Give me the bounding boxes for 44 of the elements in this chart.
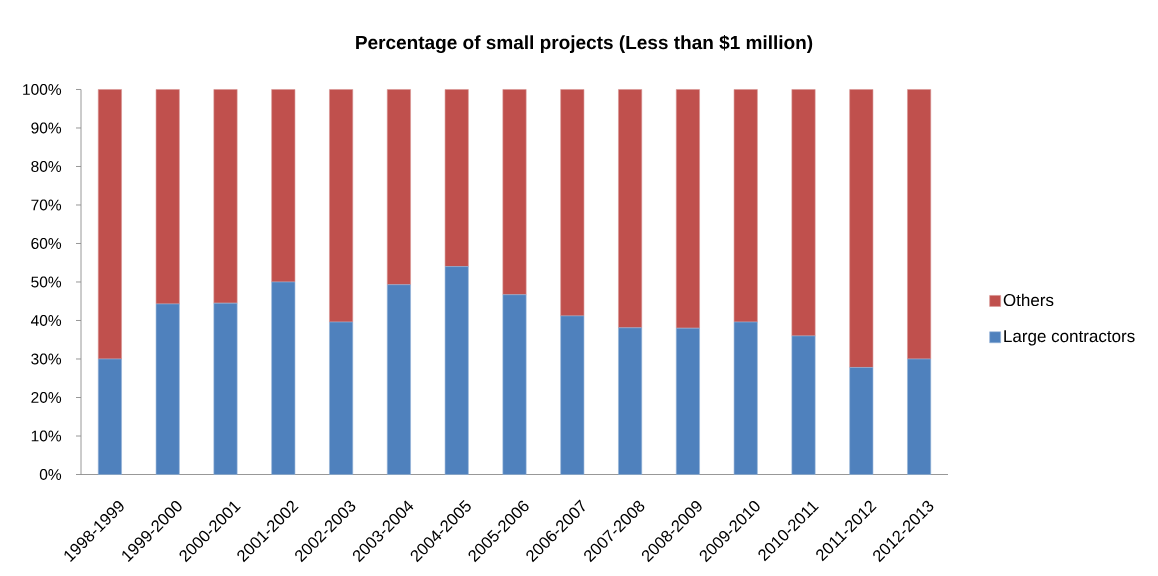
y-tick-label: 80% bbox=[31, 161, 62, 172]
bar bbox=[849, 89, 874, 368]
bar bbox=[329, 89, 354, 323]
bar bbox=[791, 89, 816, 337]
bar bbox=[907, 358, 932, 475]
bar bbox=[618, 327, 643, 475]
legend-label: Large contractors bbox=[1004, 330, 1135, 346]
y-tick-label: 40% bbox=[30, 315, 62, 326]
bar bbox=[155, 303, 180, 475]
bar bbox=[675, 327, 700, 475]
bar bbox=[386, 284, 411, 475]
bar bbox=[733, 321, 758, 475]
bar bbox=[97, 89, 122, 360]
bar bbox=[155, 89, 180, 305]
bar bbox=[502, 294, 527, 475]
bar bbox=[213, 89, 238, 304]
bar bbox=[791, 335, 816, 475]
y-tick-label: 50% bbox=[31, 276, 62, 288]
bar bbox=[733, 89, 758, 323]
bar bbox=[502, 89, 527, 295]
y-tick-label: 100% bbox=[23, 84, 62, 95]
y-tick-label: 0% bbox=[39, 469, 62, 480]
legend-label: Others bbox=[1003, 293, 1054, 307]
y-tick-label: 10% bbox=[31, 430, 62, 442]
y-tick-label: 70% bbox=[31, 199, 62, 211]
bar bbox=[560, 89, 585, 317]
bar bbox=[444, 89, 469, 267]
bar bbox=[675, 89, 700, 329]
y-tick-label: 90% bbox=[31, 122, 62, 134]
bar bbox=[213, 302, 238, 475]
y-tick-label: 20% bbox=[31, 392, 62, 403]
bar bbox=[560, 315, 585, 475]
bar bbox=[271, 89, 296, 283]
bar bbox=[386, 89, 411, 285]
chart-title: Percentage of small projects (Less than $1 million) bbox=[356, 34, 813, 54]
bar bbox=[97, 358, 122, 475]
y-tick-label: 60% bbox=[31, 238, 62, 249]
bar bbox=[329, 321, 354, 475]
bar bbox=[618, 89, 643, 329]
bar bbox=[271, 281, 296, 475]
bar bbox=[907, 89, 932, 360]
bar bbox=[444, 266, 469, 475]
bar bbox=[849, 367, 874, 475]
y-tick-label: 30% bbox=[31, 353, 62, 365]
